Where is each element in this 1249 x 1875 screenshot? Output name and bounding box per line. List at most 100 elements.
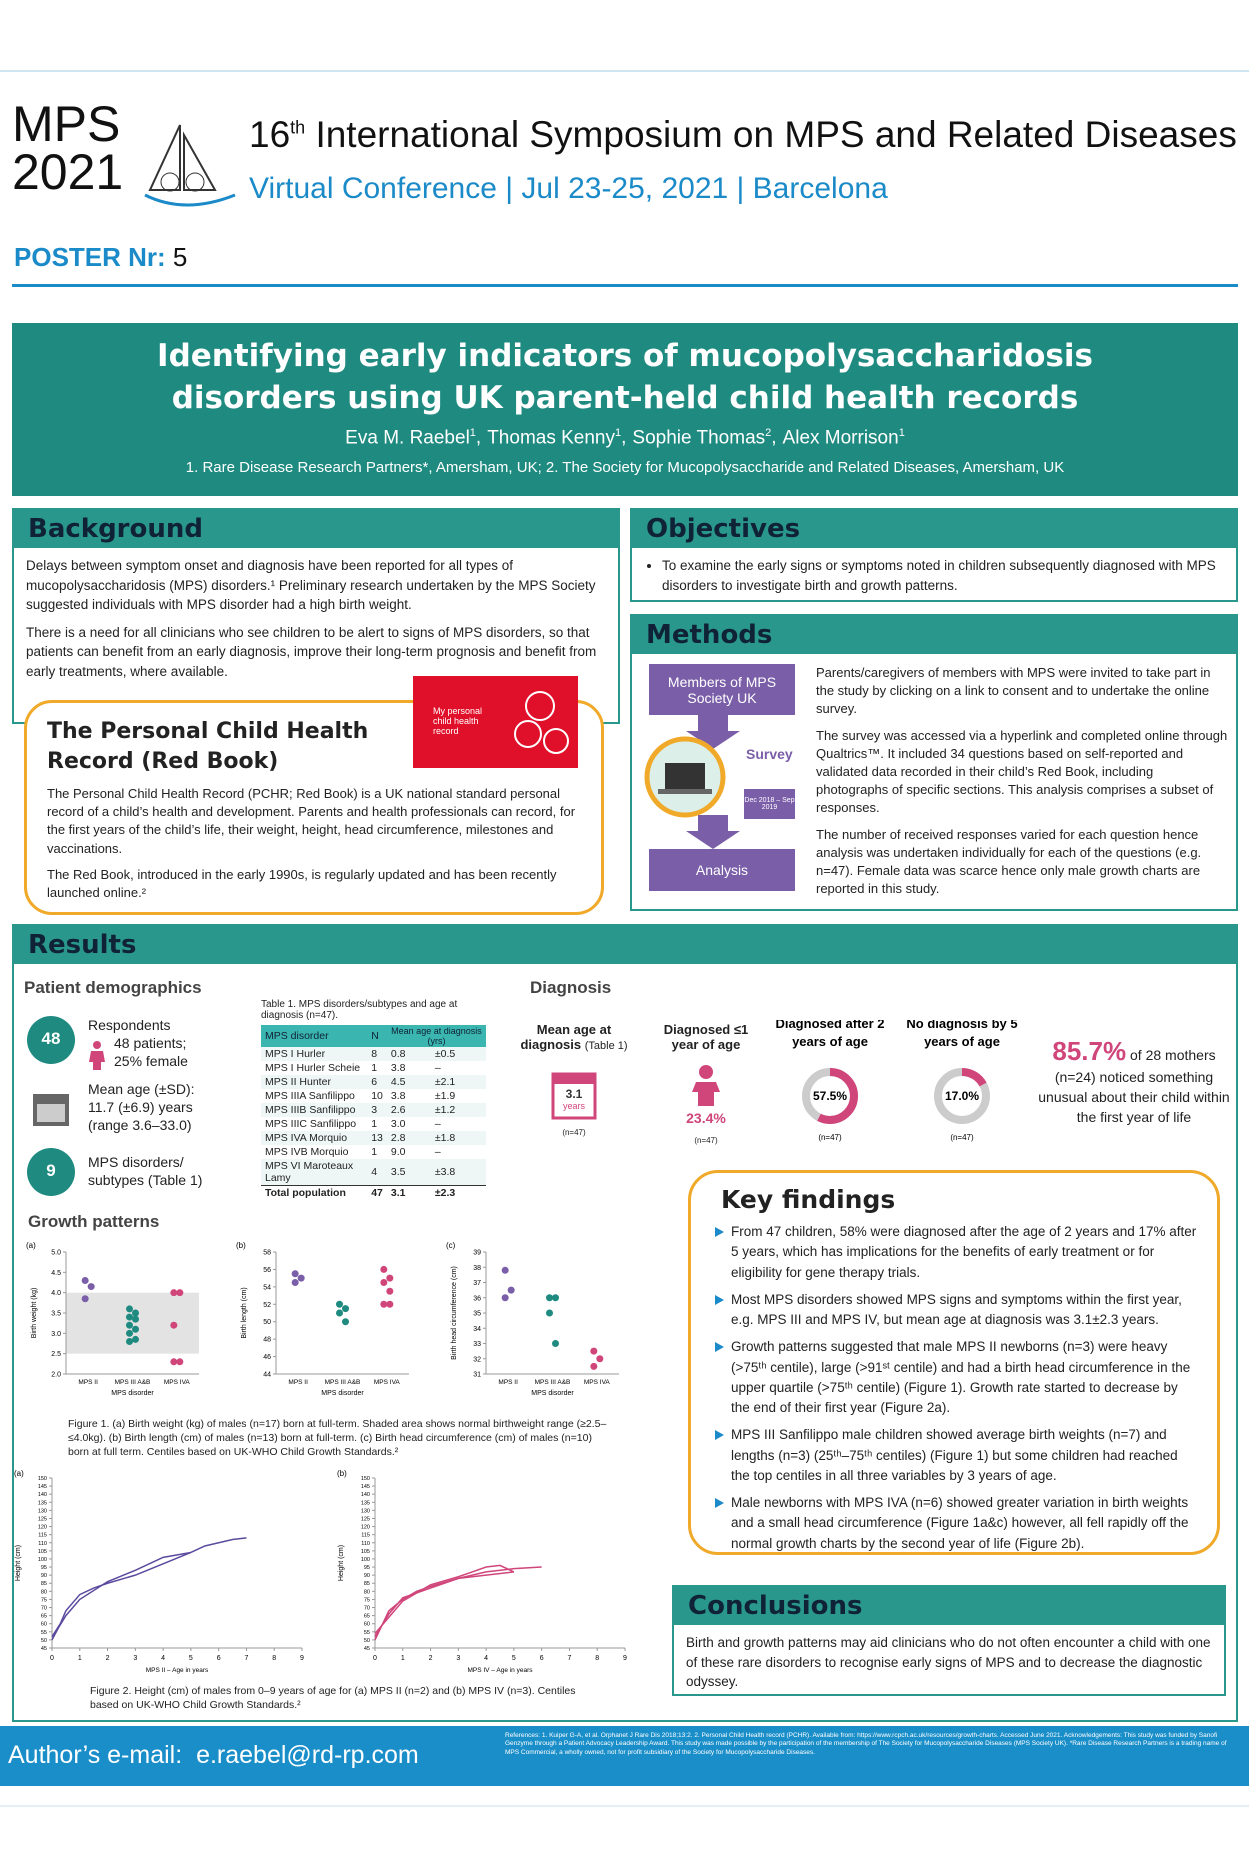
- x-tick-label: MPS II: [78, 1379, 98, 1386]
- panel-label: (b): [337, 1469, 347, 1478]
- section-heading: Objectives: [632, 510, 1236, 548]
- point: [342, 1318, 349, 1326]
- finding: Growth patterns suggested that male MPS …: [715, 1337, 1197, 1418]
- y-tick-label: 2.5: [51, 1351, 61, 1358]
- table-cell: 3: [371, 1104, 378, 1116]
- logo-bottom: 2021: [12, 144, 124, 200]
- flow-art: [644, 715, 740, 849]
- section-heading: Background: [14, 510, 618, 548]
- y-tick-label: 120: [38, 1525, 47, 1531]
- figure-caption: Figure 1. (a) Birth weight (kg) of males…: [68, 1418, 607, 1459]
- y-tick-label: 31: [473, 1372, 481, 1379]
- y-tick-label: 135: [361, 1500, 370, 1506]
- flow-period: Dec 2018 – Sep 2019: [744, 789, 795, 819]
- point: [507, 1286, 515, 1294]
- column-header: N: [367, 1025, 387, 1047]
- table-row: MPS VI Maroteaux Lamy 4 3.5 ±3.8: [261, 1159, 486, 1186]
- y-tick-label: 34: [473, 1326, 481, 1333]
- y-tick-label: 85: [41, 1581, 47, 1587]
- donut-label: Diagnosed after 2 years of age: [775, 1020, 884, 1049]
- paragraph: The survey was accessed via a hyperlink …: [816, 727, 1228, 816]
- table-cell: –: [434, 1062, 441, 1074]
- y-tick-label: 70: [364, 1606, 370, 1612]
- point: [81, 1276, 89, 1284]
- growth-line: [51, 1551, 192, 1641]
- title-block: Identifying early indicators of mucopoly…: [12, 323, 1238, 496]
- poster-label: POSTER Nr:: [14, 242, 166, 272]
- table-cell: 4: [371, 1166, 378, 1178]
- n-label: (n=47): [818, 1133, 842, 1142]
- within-one-value: 23.4%: [686, 1110, 726, 1126]
- table-cell: ±1.8: [434, 1132, 456, 1144]
- figure-1: (a) Birth weight (kg) 2.0 2.5 3.0 3.5 4.0 4.5 5.…: [26, 1241, 619, 1397]
- growth-line: [51, 1537, 247, 1638]
- x-tick-label: 5: [189, 1655, 193, 1662]
- y-axis-label: Height (cm): [15, 1545, 22, 1581]
- table-cell: MPS IVA Morquio: [265, 1132, 348, 1144]
- x-tick-label: 8: [272, 1655, 276, 1662]
- point: [126, 1337, 133, 1345]
- subheading: Patient demographics: [24, 978, 202, 997]
- logo: MPS 2021: [12, 99, 124, 200]
- baby-icon: [692, 1065, 720, 1106]
- y-tick-label: 75: [41, 1597, 47, 1603]
- author-name: Eva M. Raebel: [345, 427, 470, 449]
- x-tick-label: 9: [300, 1655, 304, 1662]
- y-tick-label: 33: [473, 1341, 481, 1348]
- mothers: 85.7% of 28 mothers (n=24) noticed someth…: [1034, 1036, 1234, 1127]
- paragraph: The Red Book, introduced in the early 19…: [47, 866, 557, 900]
- donut-value: 57.5%: [813, 1089, 847, 1103]
- y-tick-label: 110: [361, 1541, 370, 1547]
- y-tick-label: 135: [38, 1500, 47, 1506]
- y-tick-label: 50: [41, 1638, 47, 1644]
- y-tick-label: 4.5: [51, 1270, 61, 1277]
- point: [176, 1289, 184, 1297]
- point: [546, 1294, 553, 1302]
- table-cell: 47: [371, 1187, 383, 1199]
- table-cell: MPS IVB Morquio: [265, 1146, 349, 1158]
- point: [380, 1279, 388, 1286]
- y-tick-label: 105: [38, 1549, 47, 1555]
- donuts: Diagnosed after 2 years of age 57.5% (n=47)…: [775, 1020, 1017, 1142]
- normal-range: [66, 1292, 199, 1354]
- y-tick-label: 38: [473, 1265, 481, 1272]
- diag-mean: Mean age at diagnosis (Table 1): [514, 1022, 634, 1052]
- mothers-text: (n=24) noticed something unusual about t…: [1038, 1069, 1230, 1125]
- x-tick-label: MPS III A&B: [535, 1379, 571, 1386]
- point: [552, 1340, 559, 1347]
- y-tick-label: 145: [38, 1484, 47, 1490]
- y-tick-label: 4.0: [51, 1290, 61, 1297]
- n-label: (n=47): [694, 1136, 718, 1145]
- point: [132, 1325, 139, 1333]
- methods-box: Methods Parents/caregivers of members wi…: [630, 614, 1238, 911]
- y-tick-label: 32: [473, 1356, 481, 1363]
- point: [386, 1274, 394, 1282]
- panel-label: (b): [236, 1241, 246, 1250]
- email-label: Author’s e-mail:: [8, 1741, 183, 1769]
- paragraph: Parents/caregivers of members with MPS w…: [816, 665, 1211, 717]
- author-name: Sophie Thomas: [632, 427, 766, 449]
- table-cell: Total population: [265, 1187, 346, 1199]
- paragraph: There is a need for all clinicians who s…: [26, 624, 597, 679]
- table-header: MPS disorder N Mean age at diagnosis (yrs): [261, 1025, 486, 1047]
- table-cell: 0.8: [390, 1048, 406, 1060]
- point: [386, 1287, 394, 1295]
- y-tick-label: 65: [364, 1614, 370, 1620]
- point: [176, 1358, 184, 1366]
- point: [546, 1309, 553, 1317]
- table-cell: 13: [371, 1132, 383, 1144]
- y-tick-label: 44: [263, 1372, 271, 1379]
- rule: [0, 1805, 1249, 1807]
- y-tick-label: 150: [38, 1476, 47, 1482]
- point: [590, 1362, 598, 1370]
- point: [342, 1305, 349, 1313]
- y-tick-label: 90: [364, 1573, 370, 1579]
- y-tick-label: 80: [41, 1589, 47, 1595]
- age: Mean age (±SD): 11.7 (±6.9) years (range 3…: [88, 1080, 195, 1134]
- methods-text: Parents/caregivers of members with MPS w…: [816, 664, 1228, 906]
- figure-caption: Figure 2. Height (cm) of males from 0–9 …: [90, 1685, 576, 1712]
- y-tick-label: 140: [361, 1492, 370, 1498]
- demo-icons: [27, 1016, 75, 1196]
- table-row: Total population 47 3.1 ±2.3: [261, 1185, 486, 1201]
